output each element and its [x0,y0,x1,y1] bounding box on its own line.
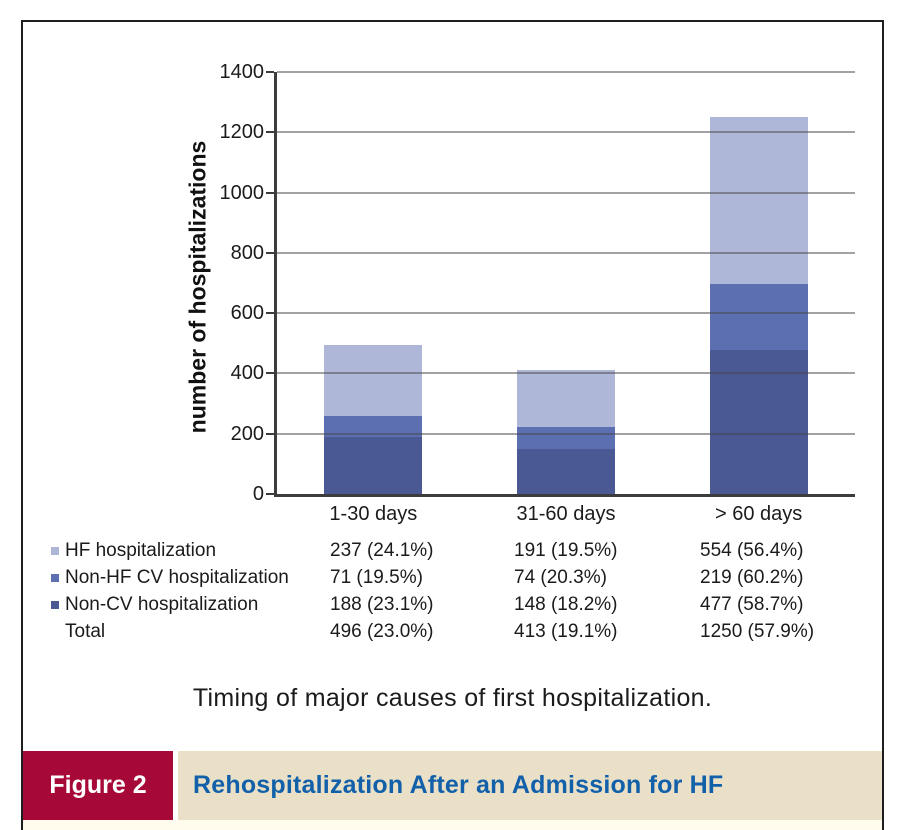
y-tick-label: 1400 [219,61,265,83]
gridline [277,432,855,435]
bar-segment [709,117,808,285]
legend-value-cell: 237 (24.1%) [330,540,434,561]
bar-segment [517,449,615,494]
y-tick-label: 800 [230,241,264,264]
y-tick-label: 200 [230,422,264,445]
legend-row-label: Total [65,621,106,642]
gridline [277,312,855,315]
legend-marker [51,574,59,582]
legend-marker [51,547,59,555]
legend-value-cell: 74 (20.3%) [514,567,607,588]
legend-value-cell: 477 (58.7%) [700,594,804,615]
gridline [277,71,855,73]
figure-title: Rehospitalization After an Admission for… [193,771,724,799]
bottom-strip [23,820,882,830]
legend-row-label: Non-HF CV hospitalization [65,567,289,588]
y-tick-label: 600 [230,302,264,325]
legend-value-cell: 413 (19.1%) [514,621,618,642]
legend-value-cell: 71 (19.5%) [330,567,423,588]
y-tick-mark [266,312,274,315]
bar-segment [709,284,808,351]
plot-area [274,71,855,497]
figure-label: Figure 2 [49,771,147,799]
figure-caption: Timing of major causes of first hospital… [192,684,713,712]
x-category-label: > 60 days [715,503,803,525]
gridline [277,372,855,375]
figure-label-box: Figure 2 [23,751,173,820]
bar-segment [517,427,615,450]
gridline [277,191,855,194]
legend-value-cell: 554 (56.4%) [700,540,804,561]
legend-marker [51,601,59,609]
legend-value-cell: 1250 (57.9%) [700,621,815,642]
figure-title-bar: Rehospitalization After an Admission for… [178,751,882,820]
legend-value-cell: 188 (23.1%) [330,594,434,615]
y-tick-mark [266,71,274,73]
x-category-label: 31-60 days [516,503,616,525]
y-tick-label: 400 [230,362,264,385]
y-tick-mark [266,493,274,495]
bar-segment [324,344,423,416]
legend-value-cell: 191 (19.5%) [514,540,618,561]
bar-segment [324,415,423,438]
bar-segment [517,369,615,428]
legend-row-label: HF hospitalization [65,540,217,561]
y-tick-mark [266,131,274,134]
legend-value-cell: 148 (18.2%) [514,594,618,615]
bar-segment [324,437,423,494]
y-tick-mark [266,372,274,375]
y-tick-label: 0 [252,483,264,505]
legend-value-cell: 496 (23.0%) [330,621,434,642]
x-category-label: 1-30 days [329,503,418,525]
y-tick-mark [266,251,274,254]
legend-value-cell: 219 (60.2%) [700,567,804,588]
gridline [277,251,855,254]
y-tick-mark [266,191,274,194]
y-tick-label: 1000 [219,181,265,204]
gridline [277,131,855,134]
y-tick-mark [266,432,274,435]
legend-row-label: Non-CV hospitalization [65,594,259,615]
y-tick-label: 1200 [219,121,265,144]
